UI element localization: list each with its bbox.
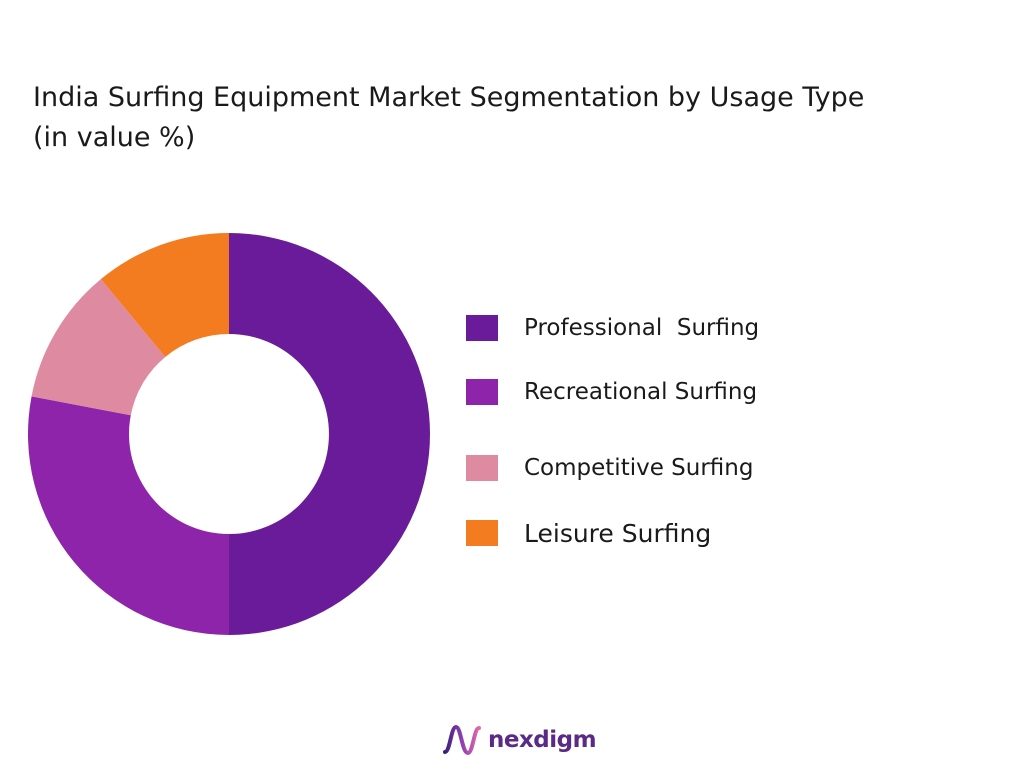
legend-swatch-competitive-surfing <box>466 455 498 481</box>
brand-logo: nexdigm <box>442 720 597 760</box>
chart-title-line-2: (in value %) <box>33 122 196 153</box>
legend-swatch-professional-surfing <box>466 315 498 341</box>
nexdigm-wave-icon <box>443 724 481 756</box>
chart-legend: Professional Surfing Recreational Surfin… <box>466 0 1006 768</box>
legend-label-competitive-surfing: Competitive Surfing <box>524 455 754 481</box>
legend-item-leisure-surfing: Leisure Surfing <box>466 516 711 550</box>
legend-label-leisure-surfing: Leisure Surfing <box>524 518 712 548</box>
donut-slice-professional-surfing <box>229 233 430 635</box>
chart-title-line-1: India Surfing Equipment Market Segmentat… <box>33 82 865 113</box>
legend-swatch-recreational-surfing <box>466 379 498 405</box>
legend-item-competitive-surfing: Competitive Surfing <box>466 451 753 485</box>
brand-name: nexdigm <box>488 727 597 753</box>
legend-item-professional-surfing: Professional Surfing <box>466 311 759 345</box>
donut-slice-competitive-surfing <box>31 279 166 416</box>
donut-slice-recreational-surfing <box>27 396 230 635</box>
donut-slice-leisure-surfing <box>100 233 229 357</box>
legend-label-professional-surfing: Professional Surfing <box>524 315 760 341</box>
legend-label-recreational-surfing: Recreational Surfing <box>524 379 758 405</box>
legend-item-recreational-surfing: Recreational Surfing <box>466 375 757 409</box>
donut-chart <box>27 233 430 635</box>
chart-title: India Surfing Equipment Market Segmentat… <box>33 78 993 158</box>
legend-swatch-leisure-surfing <box>466 520 498 546</box>
